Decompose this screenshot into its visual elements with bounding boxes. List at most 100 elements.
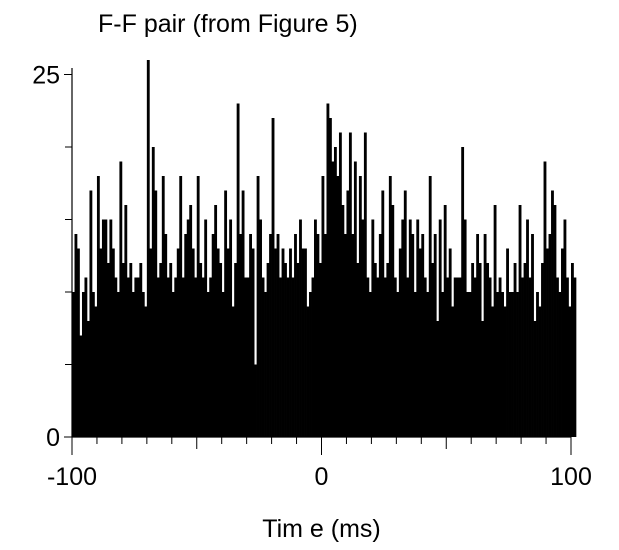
histogram-bar	[264, 292, 267, 437]
histogram-bar	[129, 263, 133, 437]
histogram-bar	[309, 292, 312, 437]
histogram-bar	[413, 292, 417, 437]
histogram-bar	[426, 292, 430, 437]
histogram-bar	[368, 292, 372, 437]
histogram-bar	[371, 219, 375, 437]
bars-layer	[72, 60, 577, 437]
histogram-bar	[493, 205, 497, 437]
histogram-bar	[244, 277, 247, 437]
histogram-bar	[571, 263, 574, 437]
histogram-bar	[86, 321, 90, 437]
histogram-bar	[184, 234, 188, 437]
histogram-bar	[363, 132, 367, 437]
histogram-bar	[488, 277, 492, 437]
histogram-bar	[136, 277, 140, 437]
histogram-bar	[201, 277, 205, 437]
histogram-bar	[533, 321, 537, 437]
histogram-bar	[261, 277, 265, 437]
histogram-bar	[151, 147, 155, 437]
histogram-bar	[159, 263, 163, 437]
axes-layer	[64, 68, 572, 455]
histogram-bar	[131, 292, 135, 437]
histogram-bar	[189, 205, 193, 437]
histogram-bar	[106, 263, 110, 437]
histogram-bar	[229, 219, 233, 437]
histogram-bar	[491, 306, 495, 437]
histogram-bar	[331, 161, 335, 437]
histogram-bar	[121, 263, 125, 437]
histogram-bar	[538, 306, 542, 437]
histogram-bar	[471, 263, 475, 437]
y-tick-label: 0	[46, 424, 60, 452]
histogram-bar	[461, 147, 465, 437]
histogram-bar	[114, 277, 118, 437]
histogram-bar	[448, 248, 452, 437]
histogram-bar	[166, 277, 170, 437]
histogram-bar	[141, 292, 145, 437]
histogram-bar	[511, 292, 514, 437]
histogram-bar	[391, 205, 395, 437]
histogram-bar	[346, 190, 350, 437]
histogram-bar	[546, 248, 549, 437]
histogram-bar	[393, 277, 397, 437]
histogram-bar	[441, 292, 445, 437]
histogram-bar	[431, 263, 435, 437]
histogram-bar	[319, 263, 322, 437]
histogram-bar	[573, 277, 577, 437]
histogram-bar	[443, 205, 447, 437]
histogram-bar	[453, 277, 457, 437]
histogram-bar	[536, 292, 539, 437]
histogram-bar	[478, 263, 482, 437]
histogram-bar	[366, 277, 370, 437]
histogram-bar	[146, 60, 150, 437]
histogram-bar	[269, 234, 272, 437]
histogram-bar	[386, 263, 390, 437]
histogram-bar	[266, 263, 270, 437]
histogram-bar	[149, 248, 153, 437]
histogram-bar	[516, 292, 519, 437]
histogram-bar	[506, 248, 509, 437]
histogram-bar	[496, 292, 499, 437]
histogram-bar	[423, 277, 427, 437]
labels-layer: -100 0 100 0 25 Tim e (ms)	[32, 62, 592, 544]
histogram-bar	[314, 219, 317, 437]
histogram-bar	[74, 234, 78, 437]
histogram-bar	[219, 263, 223, 437]
histogram-bar	[358, 176, 362, 437]
histogram-bar	[84, 277, 88, 437]
histogram-bar	[301, 248, 305, 437]
histogram-bar	[144, 306, 148, 437]
histogram-bar	[304, 248, 307, 437]
chart-title: F-F pair (from Figure 5)	[98, 10, 358, 38]
histogram-bar	[458, 277, 462, 437]
histogram-bar	[164, 234, 168, 437]
histogram-bar	[356, 263, 360, 437]
histogram-bar	[91, 292, 95, 437]
histogram-bar	[231, 306, 235, 437]
histogram-bar	[72, 292, 75, 437]
histogram-bar	[501, 292, 504, 437]
histogram-bar	[541, 263, 544, 437]
histogram-bar	[246, 277, 250, 437]
histogram-bar	[249, 234, 252, 437]
histogram-bar	[196, 176, 200, 437]
histogram-bar	[214, 205, 218, 437]
histogram-bar	[558, 292, 562, 437]
histogram-bar	[486, 263, 490, 437]
histogram-bar	[526, 219, 529, 437]
histogram-bar	[428, 176, 432, 437]
histogram-bar	[226, 248, 230, 437]
histogram-bar	[383, 277, 387, 437]
histogram-bar	[398, 248, 402, 437]
histogram-bar	[199, 263, 203, 437]
histogram-bar	[124, 205, 128, 437]
histogram-bar	[311, 277, 315, 437]
histogram-bar	[513, 263, 517, 437]
histogram-bar	[171, 292, 175, 437]
histogram-bar	[403, 190, 407, 437]
histogram-bar	[299, 219, 302, 437]
histogram-bar	[101, 219, 105, 437]
histogram-bar	[94, 306, 98, 437]
histogram-bar	[476, 234, 480, 437]
histogram-bar	[553, 205, 557, 437]
